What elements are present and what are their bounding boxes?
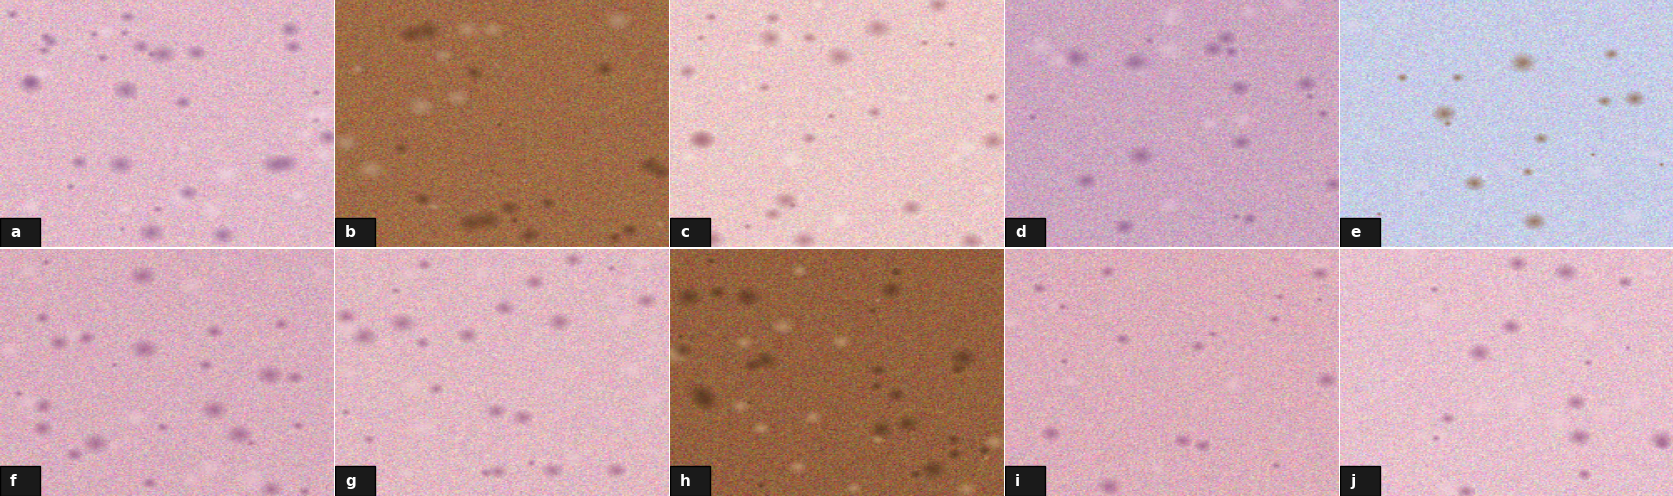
FancyBboxPatch shape <box>669 218 709 248</box>
Text: e: e <box>1350 225 1360 240</box>
Text: h: h <box>679 474 691 489</box>
Text: b: b <box>345 225 356 240</box>
FancyBboxPatch shape <box>1340 218 1380 248</box>
FancyBboxPatch shape <box>335 218 375 248</box>
Text: a: a <box>10 225 20 240</box>
FancyBboxPatch shape <box>1340 466 1380 496</box>
Text: f: f <box>10 474 17 489</box>
FancyBboxPatch shape <box>669 466 709 496</box>
FancyBboxPatch shape <box>1004 218 1044 248</box>
FancyBboxPatch shape <box>0 218 40 248</box>
Text: g: g <box>345 474 356 489</box>
Text: i: i <box>1014 474 1021 489</box>
FancyBboxPatch shape <box>0 466 40 496</box>
Text: d: d <box>1014 225 1026 240</box>
Text: c: c <box>679 225 689 240</box>
FancyBboxPatch shape <box>1004 466 1044 496</box>
Text: j: j <box>1350 474 1355 489</box>
FancyBboxPatch shape <box>335 466 375 496</box>
